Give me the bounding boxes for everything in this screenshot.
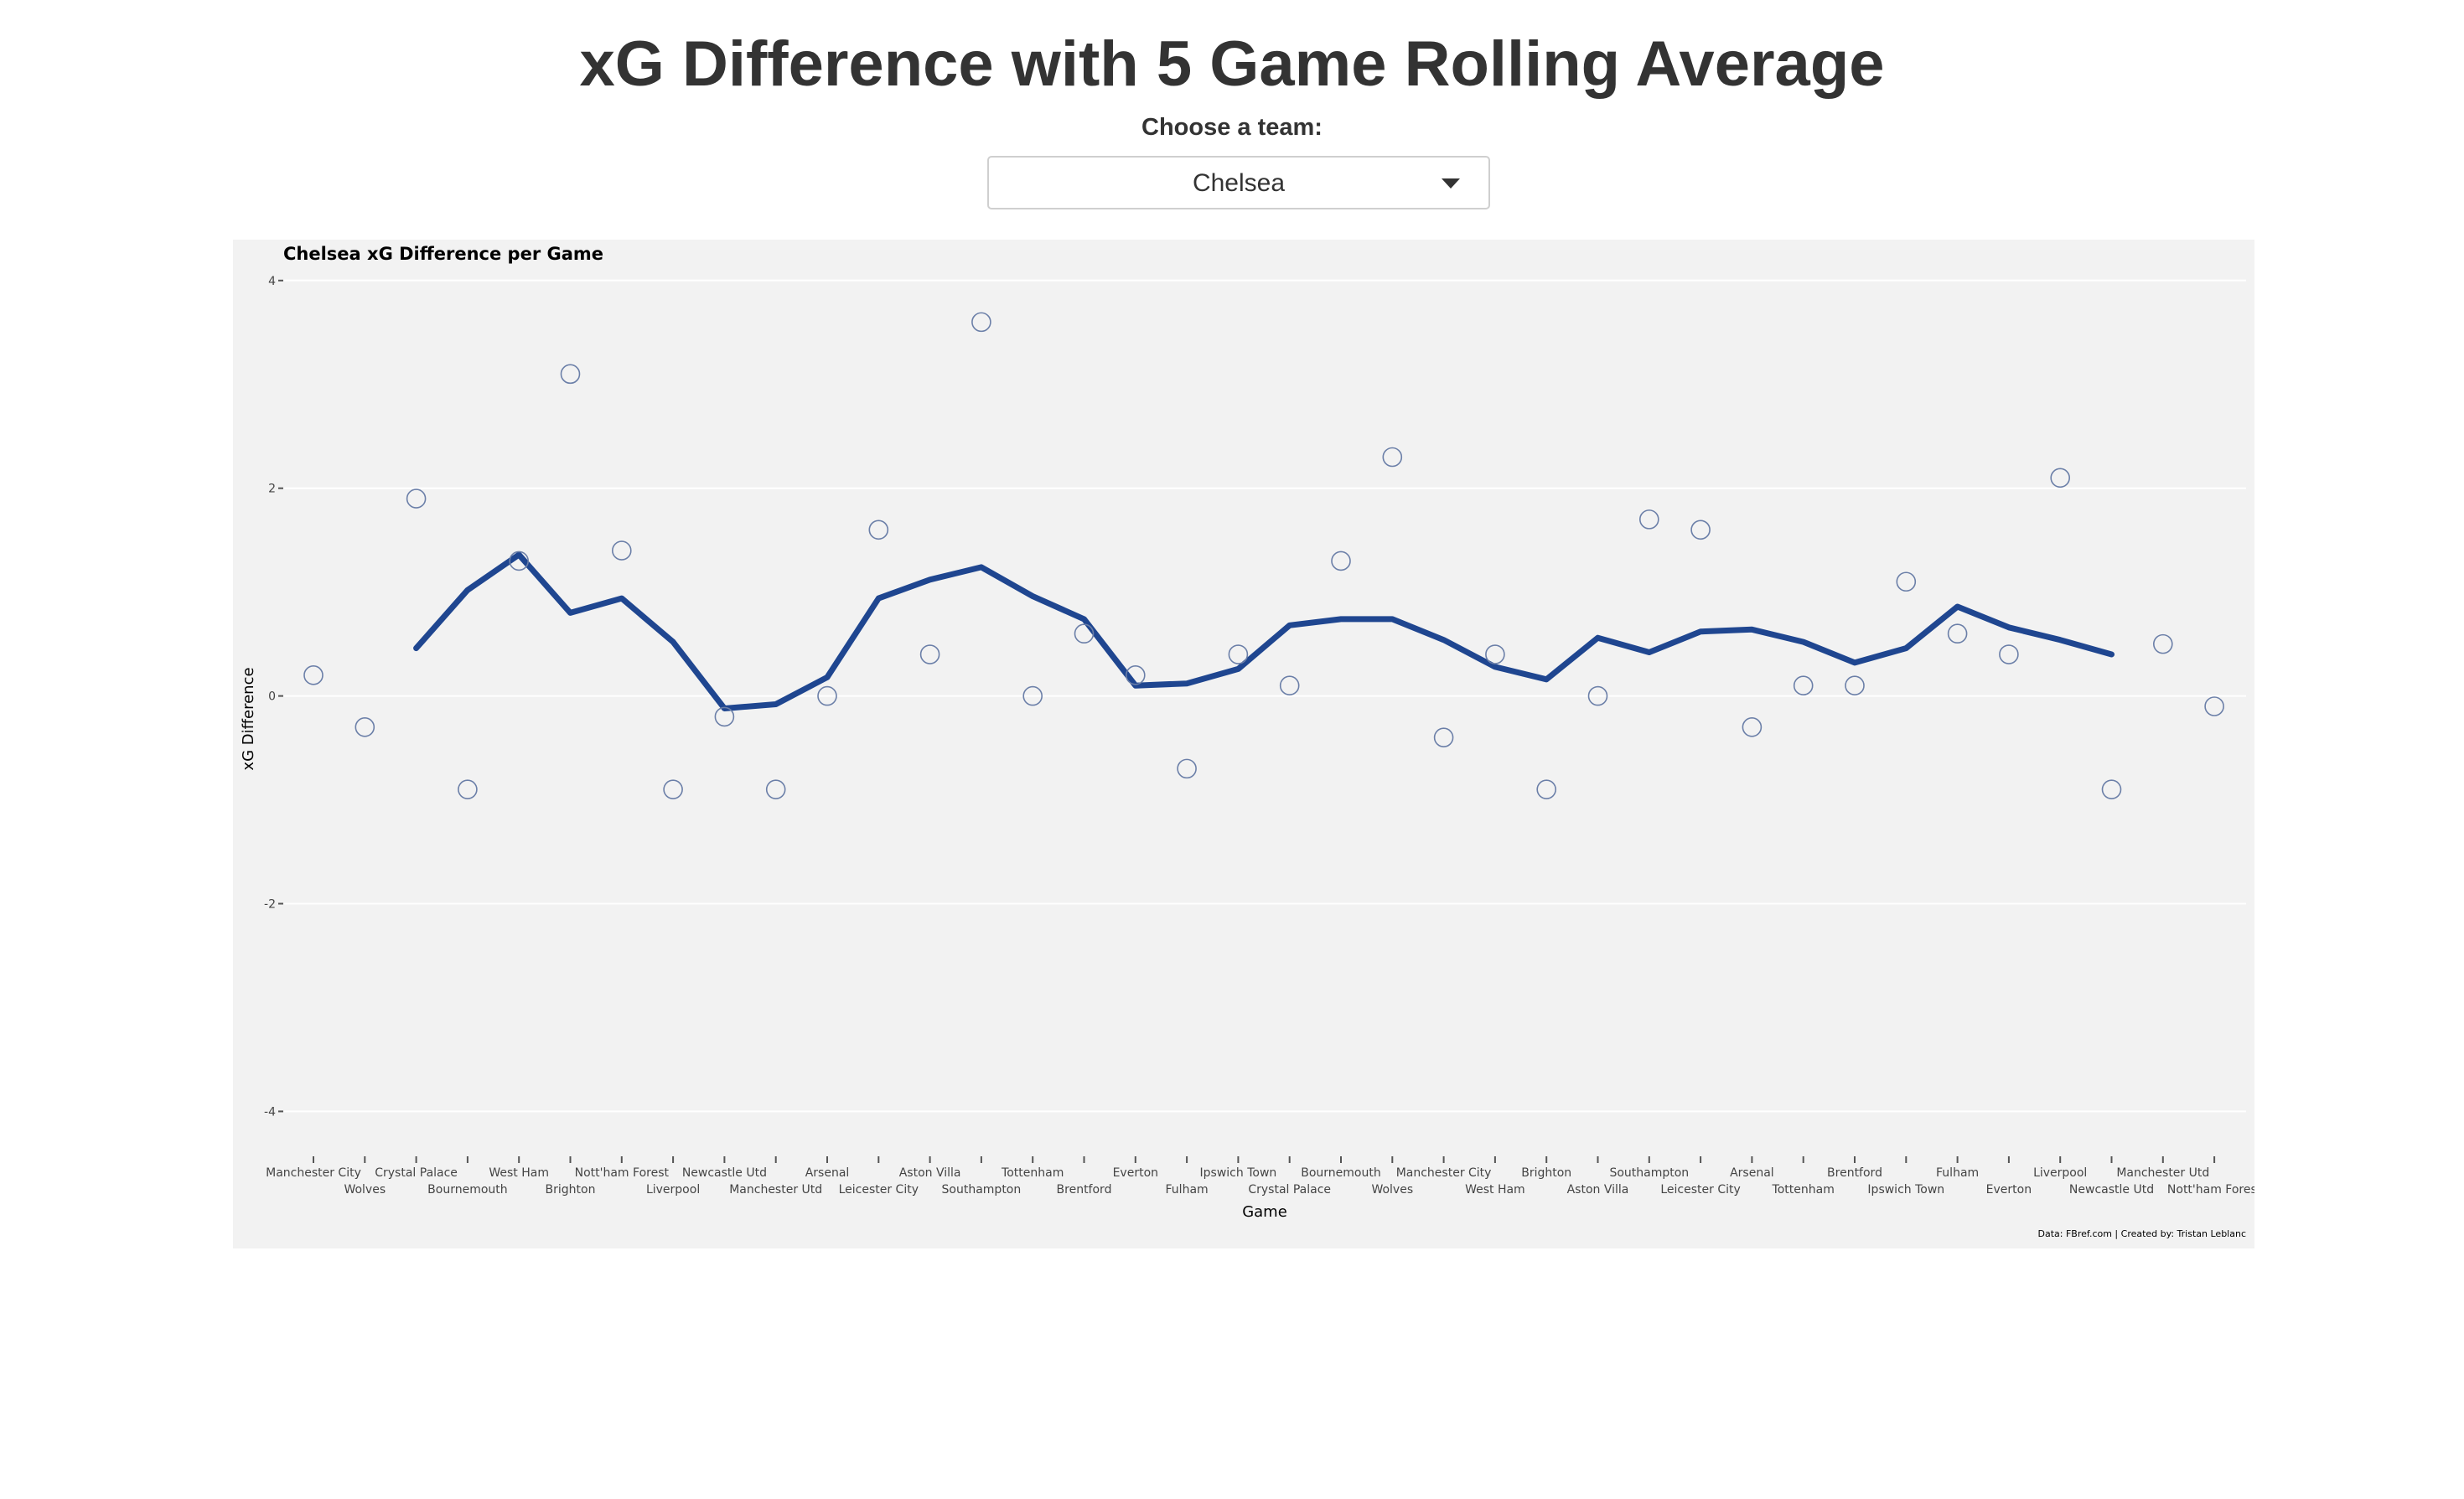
game-point xyxy=(2101,779,2122,799)
game-point xyxy=(714,706,735,727)
grid-layer xyxy=(283,279,2246,1113)
x-tick-label: Everton xyxy=(1986,1183,2032,1197)
x-tick-label: Manchester City xyxy=(1396,1166,1492,1180)
y-axis-title: xG Difference xyxy=(240,667,257,770)
x-tick-label: Wolves xyxy=(1371,1183,1413,1197)
game-point xyxy=(406,488,427,509)
x-tick-label: Nott'ham Forest xyxy=(575,1166,670,1180)
game-point xyxy=(1536,779,1556,799)
x-tick-label: West Ham xyxy=(489,1166,549,1180)
x-tick-label: Bournemouth xyxy=(1301,1166,1380,1180)
game-point xyxy=(971,312,991,333)
game-point xyxy=(355,716,375,737)
x-tick-label: Brighton xyxy=(546,1183,596,1197)
x-tick-label: Brentford xyxy=(1827,1166,1882,1180)
game-point xyxy=(509,550,530,571)
x-tick-label: Bournemouth xyxy=(427,1183,507,1197)
rolling-average-layer xyxy=(413,551,2115,711)
game-point xyxy=(817,685,837,706)
game-point xyxy=(868,519,889,540)
x-tick-label: Crystal Palace xyxy=(1248,1183,1331,1197)
game-point xyxy=(1793,675,1814,696)
game-point xyxy=(1331,550,1351,571)
x-tick-label: Leicester City xyxy=(1660,1183,1740,1197)
x-tick-label: Southampton xyxy=(942,1183,1022,1197)
game-points-layer xyxy=(303,312,2224,799)
x-tick-label: Nott'ham Forest xyxy=(2167,1183,2254,1197)
game-point xyxy=(1587,685,1608,706)
y-tick-label: 0 xyxy=(268,690,276,704)
game-point xyxy=(560,364,581,385)
x-tick-label: Arsenal xyxy=(805,1166,850,1180)
game-point xyxy=(1022,685,1043,706)
x-tick-label: Southampton xyxy=(1609,1166,1689,1180)
y-tick-label: -4 xyxy=(264,1105,276,1119)
game-point xyxy=(765,779,786,799)
game-point xyxy=(458,779,478,799)
x-tick-label: Brighton xyxy=(1521,1166,1571,1180)
game-point xyxy=(611,540,632,561)
x-tick-label: West Ham xyxy=(1465,1183,1525,1197)
x-axis-title: Game xyxy=(1242,1203,1287,1221)
x-axis-ticks: Manchester City Wolves Crystal Palace Bourn… xyxy=(266,1156,2254,1197)
x-tick-label: Newcastle Utd xyxy=(682,1166,767,1180)
x-tick-label: Aston Villa xyxy=(1567,1183,1629,1197)
y-tick-label: 4 xyxy=(268,275,276,288)
chart-panel: -4 -2 0 2 4 Manchester City Wolves Crystal Pal… xyxy=(233,240,2254,1248)
x-tick-label: Fulham xyxy=(1936,1166,1979,1180)
x-tick-label: Tottenham xyxy=(1001,1166,1064,1180)
game-point xyxy=(303,665,324,685)
x-tick-label: Crystal Palace xyxy=(375,1166,458,1180)
rolling-average-line xyxy=(413,551,2115,711)
x-tick-label: Aston Villa xyxy=(899,1166,961,1180)
x-tick-label: Everton xyxy=(1113,1166,1158,1180)
team-select-label: Choose a team: xyxy=(1141,114,1323,141)
x-tick-label: Tottenham xyxy=(1772,1183,1835,1197)
x-tick-label: Liverpool xyxy=(2033,1166,2087,1180)
game-point xyxy=(1228,644,1249,664)
game-point xyxy=(1999,644,2019,664)
game-point xyxy=(1074,623,1095,644)
game-point xyxy=(919,644,940,664)
y-axis-ticks: -4 -2 0 2 4 xyxy=(264,275,283,1119)
y-tick-label: -2 xyxy=(264,898,276,912)
x-tick-label: Arsenal xyxy=(1730,1166,1774,1180)
game-point xyxy=(663,779,683,799)
game-point xyxy=(1433,727,1454,747)
x-tick-label: Liverpool xyxy=(646,1183,700,1197)
game-point xyxy=(1896,571,1917,592)
x-tick-label: Leicester City xyxy=(839,1183,919,1197)
game-point xyxy=(2050,468,2070,488)
game-point xyxy=(1177,758,1197,779)
team-select-value: Chelsea xyxy=(1192,169,1286,197)
game-point xyxy=(2153,633,2173,654)
x-tick-label: Ipswich Town xyxy=(1200,1166,1277,1180)
plot-title: Chelsea xG Difference per Game xyxy=(283,244,603,264)
game-point xyxy=(1845,675,1865,696)
caret-down-icon xyxy=(1442,178,1460,189)
x-tick-label: Fulham xyxy=(1166,1183,1209,1197)
xg-chart: -4 -2 0 2 4 Manchester City Wolves Crystal Pal… xyxy=(240,244,2254,1239)
x-tick-label: Manchester City xyxy=(266,1166,361,1180)
game-point xyxy=(1279,675,1300,696)
x-tick-label: Wolves xyxy=(344,1183,386,1197)
team-select[interactable]: Chelsea xyxy=(987,156,1490,209)
game-point xyxy=(1126,665,1146,685)
chart-caption: Data: FBref.com | Created by: Tristan Le… xyxy=(2037,1228,2246,1239)
game-point xyxy=(1382,447,1403,468)
page-title: xG Difference with 5 Game Rolling Averag… xyxy=(579,28,1885,100)
x-tick-label: Ipswich Town xyxy=(1867,1183,1944,1197)
game-point xyxy=(1639,509,1659,530)
x-tick-label: Brentford xyxy=(1057,1183,1112,1197)
x-tick-label: Newcastle Utd xyxy=(2069,1183,2154,1197)
game-point xyxy=(1690,519,1711,540)
game-point xyxy=(2204,696,2224,716)
game-point xyxy=(1485,644,1505,664)
x-tick-label: Manchester Utd xyxy=(729,1183,822,1197)
game-point xyxy=(1742,716,1763,737)
game-point xyxy=(1947,623,1968,644)
y-tick-label: 2 xyxy=(268,483,276,496)
x-tick-label: Manchester Utd xyxy=(2116,1166,2209,1180)
